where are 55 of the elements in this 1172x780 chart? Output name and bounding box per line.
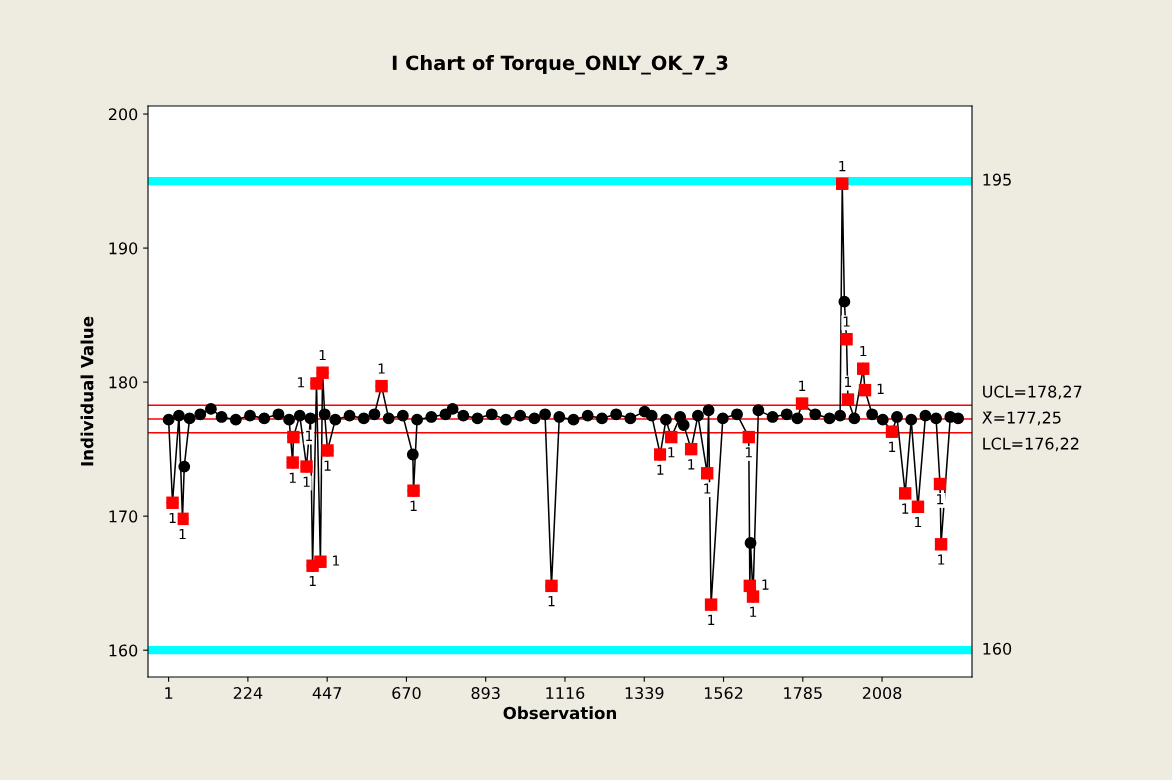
annotation: 1	[938, 554, 945, 565]
annotation: 1	[548, 596, 555, 607]
x-tick-label: 2008	[862, 687, 902, 700]
x-tick-label: 1	[165, 687, 173, 699]
ref-line-label: X̄=177,25	[982, 411, 1061, 426]
annotation: 1	[378, 363, 385, 374]
ref-line-label: 160	[983, 642, 1012, 655]
annotation: 1	[668, 447, 675, 458]
annotation: 1	[410, 500, 417, 511]
annotation: 1	[745, 447, 752, 458]
x-tick-label: 893	[471, 687, 500, 700]
x-tick-label: 224	[233, 687, 263, 699]
x-tick-label: 1785	[784, 687, 822, 700]
y-tick-label: 170	[109, 510, 138, 523]
annotation: 1	[319, 350, 326, 361]
annotation: 1	[306, 430, 313, 441]
x-tick-label: 1562	[704, 687, 743, 700]
ref-line-label: 195	[983, 173, 1011, 186]
chart-title: I Chart of Torque_ONLY_OK_7_3	[392, 55, 728, 75]
annotation: 1	[303, 476, 310, 487]
annotation: 1	[889, 441, 896, 452]
annotation: 1	[877, 383, 884, 394]
ref-line-label: LCL=176,22	[983, 437, 1079, 452]
annotation: 1	[750, 606, 757, 617]
x-tick-label: 670	[392, 687, 421, 700]
annotation: 1	[708, 614, 715, 625]
ref-line-label: UCL=178,27	[983, 385, 1082, 400]
x-tick-label: 447	[312, 687, 342, 699]
y-tick-label: 180	[109, 376, 138, 389]
annotation: 1	[762, 579, 769, 590]
annotation: 1	[843, 316, 850, 327]
annotation: 1	[179, 528, 186, 540]
x-tick-label: 1116	[546, 687, 585, 700]
x-axis-title: Observation	[503, 706, 617, 720]
annotation: 1	[688, 459, 695, 470]
y-tick-label: 200	[108, 108, 138, 121]
annotation: 1	[704, 483, 711, 494]
annotation: 1	[333, 555, 340, 566]
annotation: 1	[309, 575, 316, 587]
y-axis-title: Individual Value	[80, 316, 94, 466]
x-tick-label: 1339	[625, 687, 664, 700]
annotation: 1	[860, 345, 867, 357]
y-tick-label: 190	[109, 242, 138, 255]
annotation: 1	[845, 376, 852, 387]
annotation: 1	[169, 512, 176, 524]
annotation: 1	[915, 516, 922, 528]
annotation: 1	[289, 472, 296, 483]
annotation: 1	[902, 503, 909, 514]
annotation: 1	[937, 494, 944, 505]
annotation: 1	[298, 377, 305, 388]
y-tick-label: 160	[109, 644, 138, 657]
annotation: 1	[839, 161, 846, 172]
annotation: 1	[799, 380, 806, 391]
annotation: 1	[657, 464, 664, 475]
annotation: 1	[324, 460, 331, 471]
